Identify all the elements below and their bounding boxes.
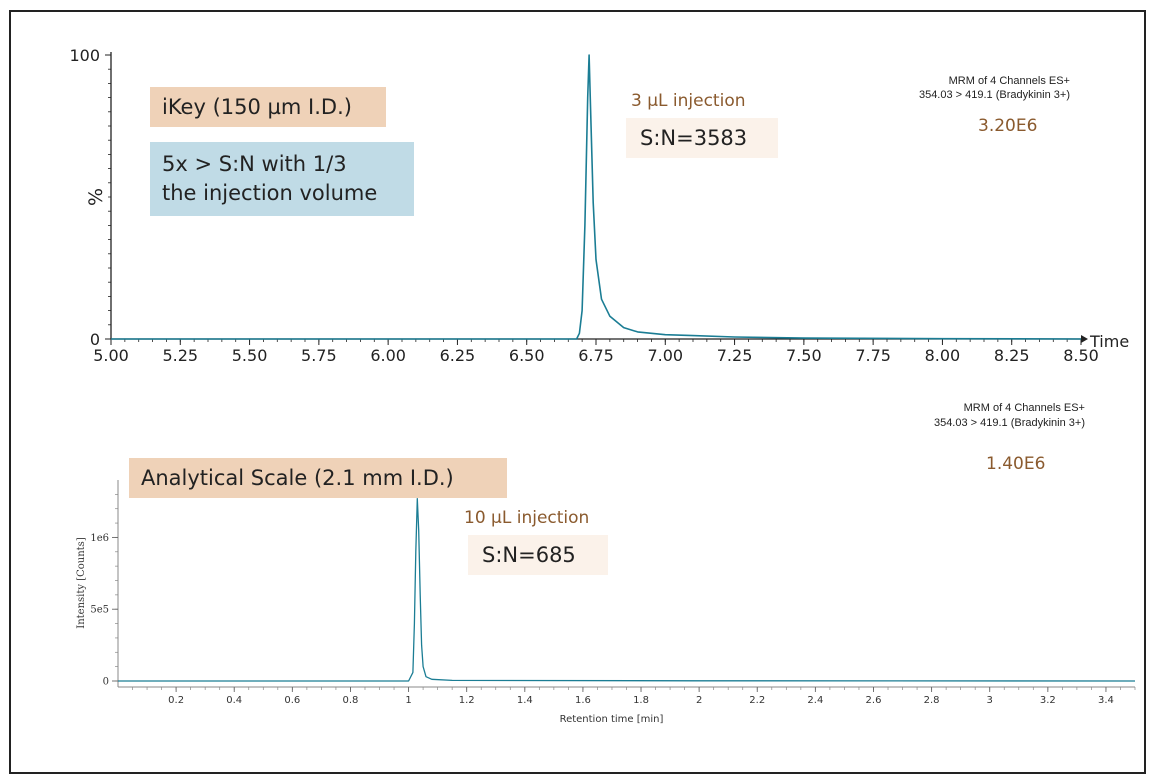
top-x-tick-label: 8.00 — [925, 346, 961, 365]
bottom-series-line-0 — [118, 498, 1136, 682]
top-x-tick-label: 6.50 — [509, 346, 545, 365]
bottom-y-axis-label: Intensity [Counts] — [76, 537, 87, 629]
bottom-x-tick-label: 3.2 — [1040, 695, 1056, 706]
bottom-x-tick-label: 1.4 — [517, 695, 533, 706]
bottom-x-tick-label: 3 — [987, 695, 993, 706]
top-x-tick-label: 7.50 — [786, 346, 822, 365]
bottom-x-tick-label: 0.4 — [226, 695, 242, 706]
bottom-x-tick-label: 2.8 — [924, 695, 940, 706]
bottom-x-tick-label: 1 — [405, 695, 411, 706]
top-y-tick-label: 0 — [90, 330, 100, 349]
top-x-tick-label: 8.25 — [994, 346, 1030, 365]
top-series-line-0 — [111, 54, 1082, 340]
top-x-tick-label: 7.75 — [855, 346, 891, 365]
sn-gain-label: 5x > S:N with 1/3 the injection volume — [150, 142, 414, 216]
top-y-axis-label: % — [85, 188, 107, 206]
bottom-y-tick-label: 1e6 — [90, 533, 109, 544]
top-x-tick-label: 5.50 — [232, 346, 268, 365]
top-x-tick-label: 5.75 — [301, 346, 337, 365]
bottom-x-tick-label: 1.6 — [575, 695, 591, 706]
bottom-mrm-line-1: MRM of 4 Channels ES+ — [963, 402, 1085, 414]
top-x-axis-arrow — [1081, 335, 1088, 343]
bottom-x-tick-label: 0.2 — [168, 695, 184, 706]
top-x-tick-label: 6.75 — [578, 346, 614, 365]
sn-gain-line-2: the injection volume — [162, 181, 378, 205]
top-intensity-label: 3.20E6 — [978, 116, 1038, 136]
analytical-scale-label: Analytical Scale (2.1 mm I.D.) — [129, 458, 507, 498]
ikey-label: iKey (150 µm I.D.) — [150, 87, 386, 127]
bottom-x-axis-label: Retention time [min] — [560, 714, 664, 725]
bottom-x-tick-label: 2.2 — [749, 695, 765, 706]
bottom-sn-label: S:N=685 — [468, 535, 608, 575]
bottom-y-tick-label: 0 — [103, 677, 109, 688]
bottom-x-tick-label: 1.8 — [633, 695, 649, 706]
bottom-x-tick-label: 2 — [696, 695, 702, 706]
top-x-axis-label: Time — [1089, 332, 1129, 351]
bottom-intensity-label: 1.40E6 — [986, 454, 1046, 474]
bottom-y-tick-label: 5e5 — [90, 605, 109, 616]
sn-gain-line-1: 5x > S:N with 1/3 — [162, 152, 347, 176]
top-x-tick-label: 7.00 — [647, 346, 683, 365]
bottom-x-tick-label: 0.6 — [284, 695, 300, 706]
bottom-x-tick-label: 2.6 — [866, 695, 882, 706]
top-x-tick-label: 6.25 — [440, 346, 476, 365]
top-x-tick-label: 6.00 — [370, 346, 406, 365]
top-mrm-line-2: 354.03 > 419.1 (Bradykinin 3+) — [918, 89, 1070, 101]
top-x-tick-label: 8.50 — [1063, 346, 1099, 365]
top-mrm-line-1: MRM of 4 Channels ES+ — [948, 75, 1070, 87]
top-sn-label: S:N=3583 — [626, 118, 778, 158]
top-x-tick-label: 5.25 — [162, 346, 198, 365]
bottom-x-tick-label: 1.2 — [459, 695, 475, 706]
bottom-x-tick-label: 3.4 — [1098, 695, 1114, 706]
bottom-x-tick-label: 0.8 — [343, 695, 359, 706]
bottom-mrm-line-2: 354.03 > 419.1 (Bradykinin 3+) — [933, 417, 1085, 429]
top-x-tick-label: 5.00 — [93, 346, 129, 365]
top-x-tick-label: 7.25 — [717, 346, 753, 365]
bottom-x-tick-label: 2.4 — [807, 695, 823, 706]
top-y-tick-label: 100 — [69, 46, 100, 65]
top-injection-label: 3 µL injection — [631, 91, 746, 111]
bottom-injection-label: 10 µL injection — [464, 508, 590, 528]
figure-frame — [9, 10, 1146, 774]
